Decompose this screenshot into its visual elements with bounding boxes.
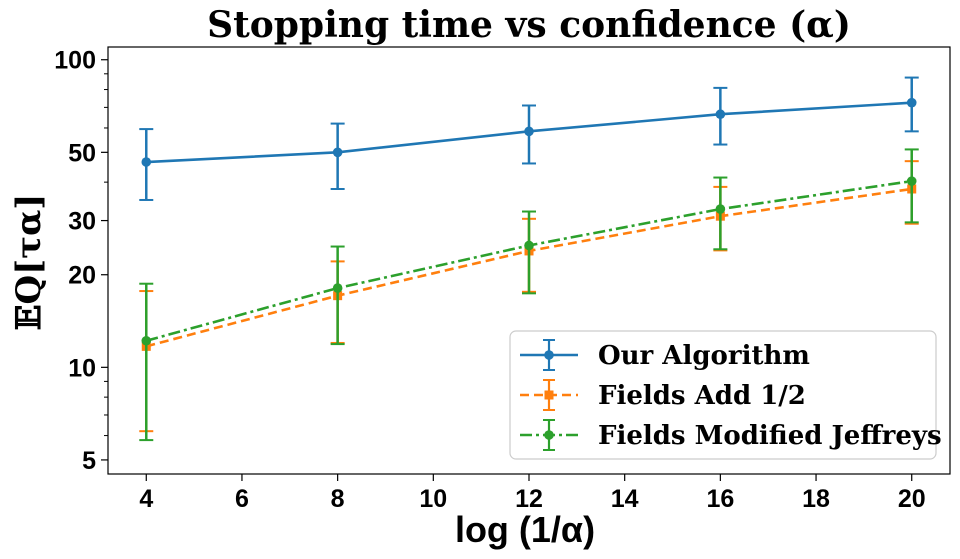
- x-axis-label: log (1/α): [455, 509, 595, 550]
- x-axis: 4 6 8 10 12 14 16 18 20: [139, 474, 926, 513]
- y-axis: 5 10 20 30 50 100: [54, 47, 108, 475]
- data-point: [524, 240, 534, 251]
- x-tick-label: 12: [515, 485, 543, 513]
- legend-marker: [544, 390, 554, 400]
- data-point: [332, 147, 343, 158]
- data-point: [715, 109, 726, 120]
- y-tick-label: 10: [68, 354, 96, 382]
- y-tick-label: 20: [68, 262, 96, 290]
- data-point: [906, 176, 917, 186]
- x-tick-label: 4: [139, 485, 153, 513]
- legend-label: Our Algorithm: [598, 341, 810, 371]
- y-axis-label: 𝔼Q[τα]: [9, 194, 49, 331]
- data-point: [332, 283, 343, 293]
- data-point: [715, 204, 726, 214]
- data-point: [141, 335, 152, 346]
- x-tick-label: 10: [419, 485, 447, 513]
- legend-item-2: Fields Modified Jeffreys: [520, 419, 942, 451]
- legend-item-0: Our Algorithm: [520, 339, 810, 371]
- y-tick-label: 100: [54, 47, 96, 75]
- y-tick-label: 5: [82, 447, 96, 475]
- series-group: [139, 76, 919, 442]
- legend: Our Algorithm Fields Add 1/2 Fields Modifi…: [509, 330, 942, 460]
- x-tick-label: 18: [802, 485, 830, 513]
- legend-frame: [509, 330, 937, 460]
- legend-label: Fields Add 1/2: [598, 381, 806, 411]
- y-tick-label: 50: [68, 139, 96, 167]
- legend-item-1: Fields Add 1/2: [520, 379, 806, 411]
- x-tick-label: 14: [611, 485, 639, 513]
- series-2: [139, 148, 919, 442]
- legend-label: Fields Modified Jeffreys: [598, 421, 942, 451]
- x-tick-label: 16: [706, 485, 734, 513]
- series-0: [139, 76, 919, 201]
- y-tick-label: 30: [68, 208, 96, 236]
- legend-marker: [544, 430, 554, 440]
- x-tick-label: 8: [331, 485, 345, 513]
- chart-title: Stopping time vs confidence (α): [207, 4, 851, 46]
- legend-marker: [544, 350, 554, 360]
- data-point: [141, 157, 152, 167]
- x-tick-label: 6: [235, 485, 249, 513]
- data-point: [524, 126, 534, 137]
- data-point: [906, 97, 917, 108]
- x-tick-label: 20: [898, 485, 926, 513]
